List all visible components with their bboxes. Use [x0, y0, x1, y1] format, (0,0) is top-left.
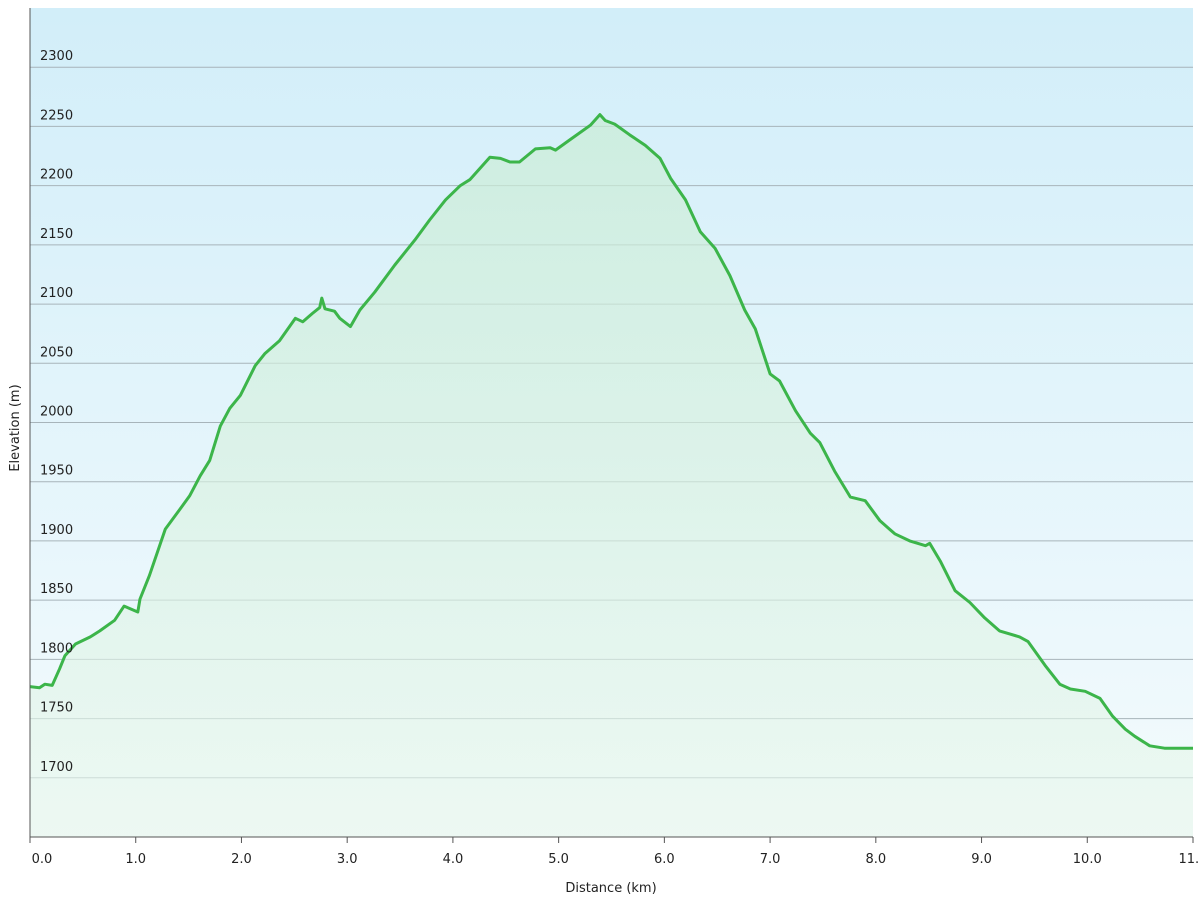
x-tick-label: 2.0 [231, 852, 252, 867]
y-tick-label: 1900 [40, 523, 73, 538]
y-tick-label: 1950 [40, 464, 73, 479]
x-tick-label: 7.0 [760, 852, 781, 867]
area-fill [30, 114, 1193, 838]
y-tick-label: 2000 [40, 405, 73, 420]
y-tick-label: 2150 [40, 227, 73, 242]
y-axis-label: Elevation (m) [8, 384, 23, 471]
x-tick-label: 3.0 [337, 852, 358, 867]
x-tick-label: 5.0 [548, 852, 569, 867]
x-tick-label: 11.0 [1179, 852, 1200, 867]
x-tick-label: 0.0 [32, 852, 53, 867]
y-tick-label: 2250 [40, 108, 73, 123]
y-tick-label: 1750 [40, 701, 73, 716]
x-tick-label: 8.0 [865, 852, 886, 867]
elevation-line [29, 113, 1193, 750]
y-tick-label: 1850 [40, 582, 73, 597]
y-tick-label: 1800 [40, 641, 73, 656]
x-tick-label: 9.0 [971, 852, 992, 867]
x-tick-label: 6.0 [654, 852, 675, 867]
x-axis-label: Distance (km) [565, 881, 656, 896]
x-tick-label: 4.0 [443, 852, 464, 867]
y-tick-label: 2100 [40, 286, 73, 301]
y-tick-label: 2050 [40, 345, 73, 360]
x-tick-label: 1.0 [125, 852, 146, 867]
y-tick-label: 2200 [40, 168, 73, 183]
y-tick-label: 1700 [40, 760, 73, 775]
x-tick-label: 10.0 [1073, 852, 1102, 867]
y-tick-label: 2300 [40, 49, 73, 64]
